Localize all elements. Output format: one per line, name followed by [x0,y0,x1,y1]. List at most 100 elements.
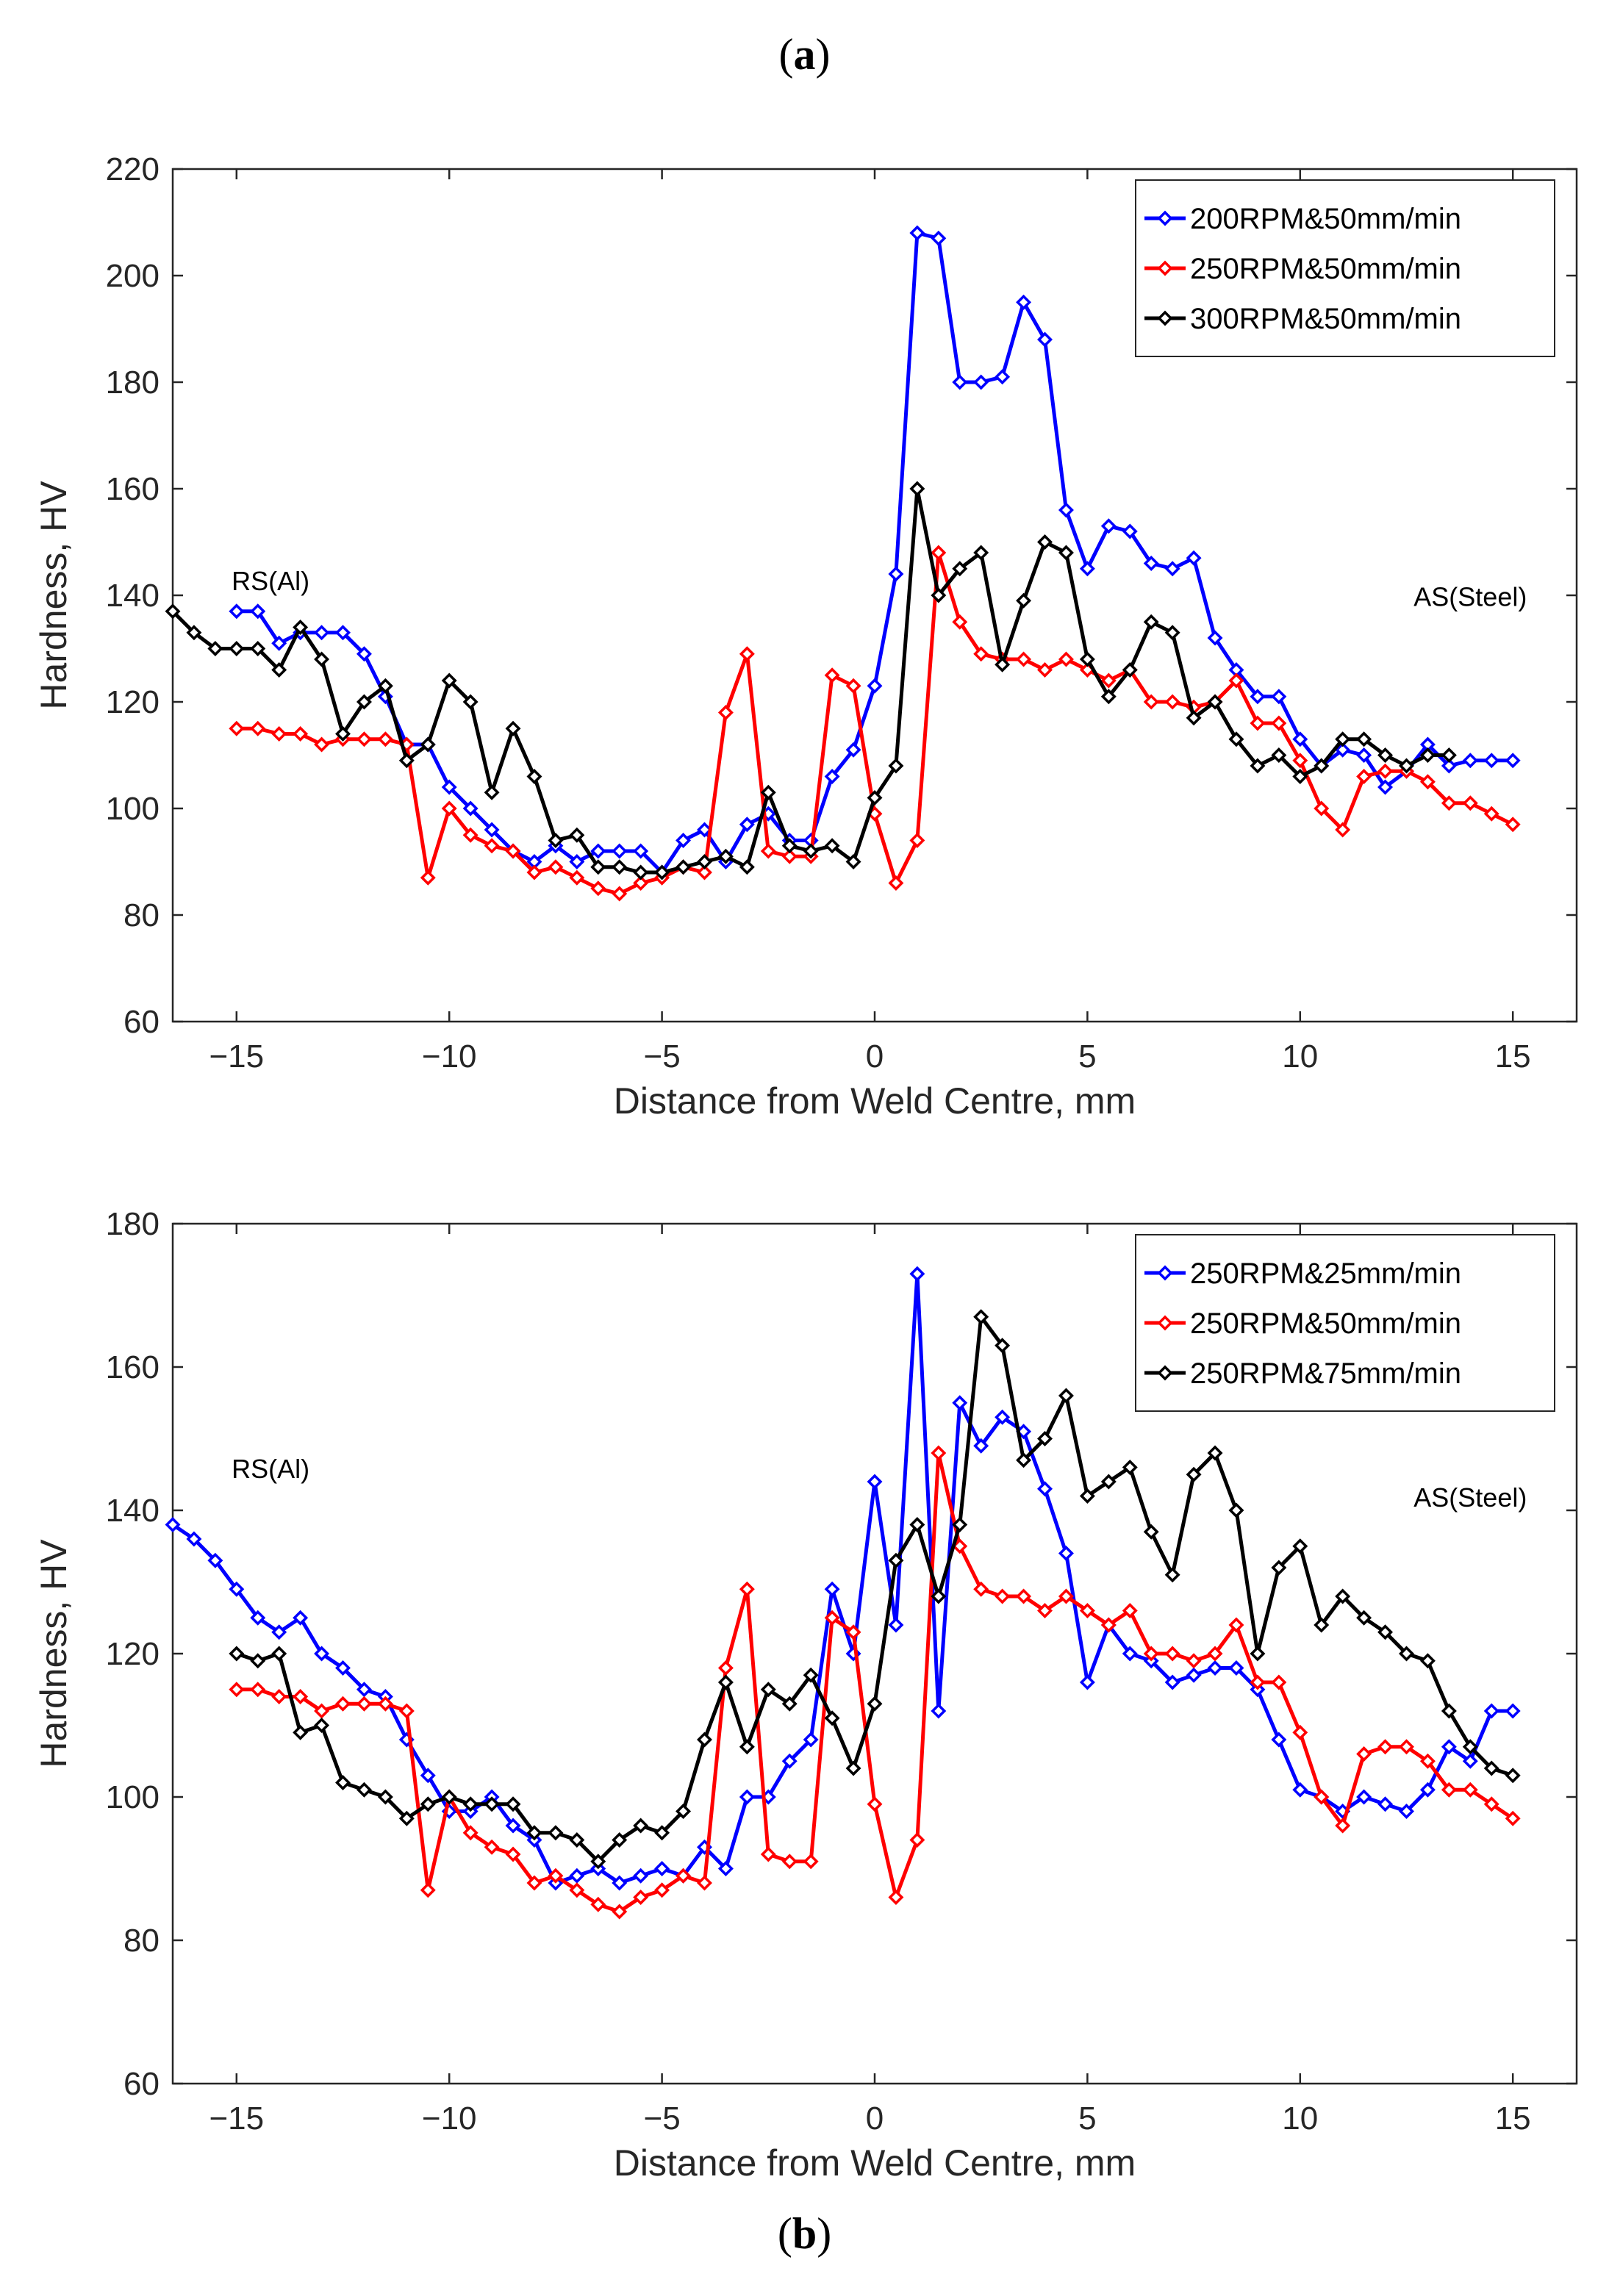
x-tick-label: 5 [1078,2101,1096,2137]
data-point [484,1796,500,1812]
data-point [1186,1466,1202,1482]
data-point [441,1789,457,1805]
data-point [888,566,904,582]
data-point [229,1646,245,1662]
data-point [952,1395,968,1411]
data-point [781,838,798,854]
data-point [186,1531,202,1547]
data-point [1505,753,1521,769]
data-point [781,1753,798,1769]
data-point [612,1904,628,1920]
data-point [931,230,947,246]
data-point [1292,731,1308,747]
data-point [845,742,861,758]
data-point [739,1789,755,1805]
series-1 [229,225,1521,880]
data-point [356,1782,372,1798]
data-point [1058,545,1074,561]
data-point [952,374,968,390]
data-point [165,603,181,620]
data-point [1122,662,1138,678]
data-point [931,587,947,603]
data-point [1058,1388,1074,1404]
data-point [1164,694,1180,710]
x-tick-label: 10 [1282,2101,1318,2137]
data-point [1037,1481,1053,1497]
data-point [1419,774,1436,790]
data-point [271,726,287,742]
data-point [271,1646,287,1662]
data-point [293,726,309,742]
data-point [1207,1445,1223,1461]
data-point [1441,1739,1457,1755]
data-point [484,838,500,854]
data-point [1271,715,1287,731]
data-point [356,1682,372,1698]
data-point [229,720,245,736]
data-point [1079,561,1095,577]
data-point [271,1689,287,1704]
data-point [1058,651,1074,667]
data-point [995,369,1011,385]
legend-entry: 250RPM&50mm/min [1190,1307,1461,1340]
data-point [335,726,351,742]
data-point [1228,1502,1244,1518]
data-point [1164,1567,1180,1583]
data-point [888,1890,904,1905]
data-point [335,1696,351,1712]
data-point [973,1438,989,1454]
data-point [505,1846,521,1862]
data-point [1314,1617,1330,1633]
data-point [1250,715,1266,731]
data-point [1483,753,1499,769]
data-point [1377,763,1394,779]
data-point [633,1818,649,1834]
data-point [760,843,776,859]
data-point [548,833,564,848]
data-point [1186,1653,1202,1669]
annotation-label: RS(Al) [232,1454,309,1484]
data-point [441,800,457,817]
data-point [1271,1674,1287,1690]
data-point [250,720,266,736]
data-point [1377,747,1394,763]
legend-marker [1157,210,1173,226]
data-point [398,1810,415,1826]
data-point [824,1710,840,1726]
data-point [590,1854,606,1870]
data-point [824,667,840,684]
label-b-close: ) [817,2209,832,2258]
data-point [803,843,819,859]
data-point [1377,1739,1394,1755]
data-point [356,646,372,662]
data-point [1377,779,1394,795]
data-point [1356,731,1372,747]
data-point [973,1581,989,1597]
data-point [441,672,457,689]
data-point [867,1796,883,1812]
data-point [1122,1460,1138,1475]
data-point [1037,534,1053,550]
data-point [845,1760,861,1776]
y-tick-label: 140 [106,1493,160,1529]
data-point [654,1825,670,1841]
data-point [995,1588,1011,1604]
y-tick-label: 180 [106,1206,160,1242]
data-point [676,833,692,848]
y-tick-label: 60 [123,1004,160,1040]
y-tick-label: 120 [106,684,160,720]
x-tick-label: 15 [1495,2101,1531,2137]
data-point [1250,689,1266,705]
data-point [633,1890,649,1905]
data-point [717,1660,734,1676]
data-point [250,603,266,620]
x-tick-label: 10 [1282,1038,1318,1075]
data-point [633,843,649,859]
data-point [1100,518,1117,534]
data-point [441,779,457,795]
data-point [1037,331,1053,348]
annotation-label: AS(Steel) [1413,582,1527,612]
data-point [781,1696,798,1712]
x-tick-label: −15 [209,2101,264,2137]
y-tick-label: 100 [106,1779,160,1815]
